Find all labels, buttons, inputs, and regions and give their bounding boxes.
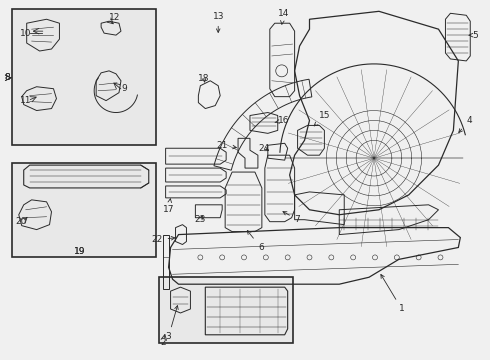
Text: 23: 23 — [195, 215, 206, 224]
Text: 9: 9 — [121, 84, 127, 93]
Text: 19: 19 — [74, 247, 85, 256]
Text: 4: 4 — [459, 116, 472, 132]
Bar — [12, 9, 156, 145]
Bar — [159, 277, 293, 343]
Text: 8: 8 — [5, 73, 11, 82]
Text: 13: 13 — [213, 12, 224, 32]
Text: 18: 18 — [198, 74, 210, 83]
Text: 5: 5 — [469, 31, 478, 40]
Text: 1: 1 — [381, 274, 405, 314]
Text: 10: 10 — [20, 29, 31, 38]
Text: 14: 14 — [278, 9, 289, 24]
Text: 24: 24 — [258, 144, 269, 153]
Text: 8: 8 — [5, 73, 11, 82]
Text: 20: 20 — [16, 217, 27, 226]
Text: 15: 15 — [314, 111, 331, 126]
Text: 16: 16 — [275, 116, 289, 125]
Text: 6: 6 — [247, 230, 264, 252]
Text: 7: 7 — [283, 212, 300, 224]
Text: 11: 11 — [20, 96, 31, 105]
Text: 22: 22 — [151, 235, 175, 244]
Text: 19: 19 — [74, 247, 85, 256]
Text: 12: 12 — [109, 13, 121, 22]
Text: 21: 21 — [217, 141, 236, 150]
Text: 17: 17 — [163, 199, 174, 214]
Text: 2: 2 — [161, 338, 166, 347]
Bar — [12, 163, 156, 257]
Text: 3: 3 — [166, 306, 178, 341]
